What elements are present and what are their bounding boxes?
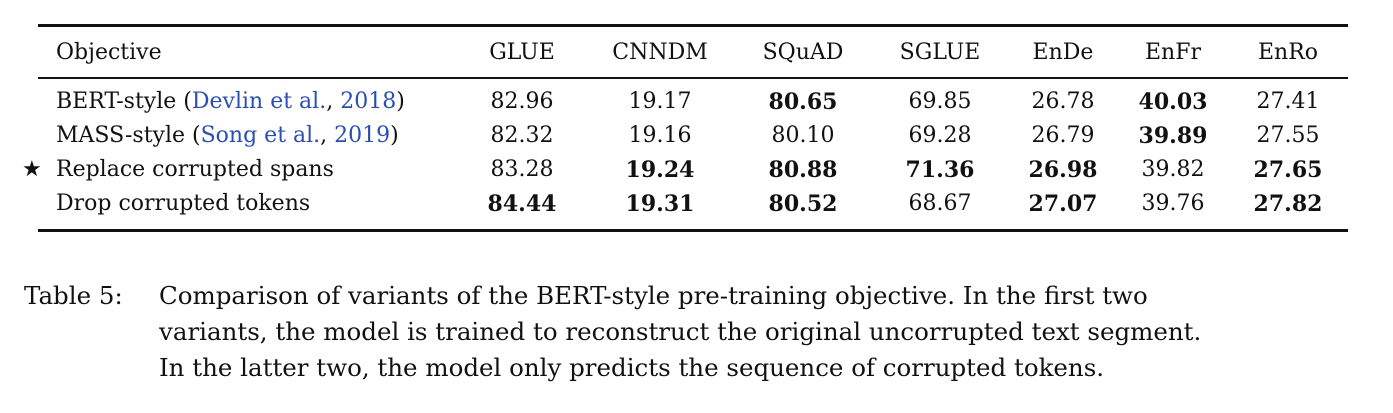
caption-line: Comparison of variants of the BERT-style… <box>159 281 1148 310</box>
cell-ende: 26.79 <box>1031 123 1095 148</box>
cell-enro: 27.41 <box>1256 89 1320 114</box>
citation-author-link[interactable]: Song et al. <box>200 123 321 148</box>
citation-year-link[interactable]: 2018 <box>340 89 397 114</box>
caption-text: Comparison of variants of the BERT-style… <box>159 278 1369 386</box>
row-objective-cell: Drop corrupted tokens <box>38 187 458 221</box>
cell-enro: 27.55 <box>1256 123 1320 148</box>
cell-squad: 80.65 <box>768 88 838 115</box>
column-header-enro: EnRo <box>1257 39 1319 65</box>
cell-glue: 83.28 <box>490 157 554 182</box>
citation-author-link[interactable]: Devlin et al. <box>191 89 327 114</box>
cell-glue: 82.96 <box>490 89 554 114</box>
caption-label: Table 5: <box>24 281 123 310</box>
row-objective-label: BERT-style ( <box>56 89 192 114</box>
column-header-ende: EnDe <box>1032 39 1094 65</box>
cell-cnndm: 19.17 <box>628 89 692 114</box>
table-bottom-rule <box>38 228 1348 232</box>
table-header-rule <box>38 77 1348 79</box>
table-top-rule <box>38 24 1348 27</box>
citation-separator: , <box>326 89 341 114</box>
cell-enro: 27.82 <box>1253 190 1323 217</box>
cell-enro: 27.65 <box>1253 156 1323 183</box>
table-row: Drop corrupted tokens 84.44 19.31 80.52 68.6… <box>38 187 1348 221</box>
results-table-grid: Objective GLUE CNNDM SQuAD SGLUE EnDe En… <box>38 27 1348 77</box>
cell-sglue: 68.67 <box>908 191 972 216</box>
cell-glue: 84.44 <box>487 190 557 217</box>
cell-squad: 80.88 <box>768 156 838 183</box>
cell-squad: 80.10 <box>771 123 835 148</box>
cell-cnndm: 19.31 <box>625 190 695 217</box>
citation-separator: , <box>320 123 335 148</box>
cell-sglue: 71.36 <box>905 156 975 183</box>
column-header-glue: GLUE <box>489 39 555 65</box>
row-objective-cell: MASS-style (Song et al., 2019) <box>38 119 458 153</box>
cell-cnndm: 19.16 <box>628 123 692 148</box>
row-objective-label: Replace corrupted spans <box>56 157 334 182</box>
row-objective-suffix: ) <box>390 123 399 148</box>
results-table: Objective GLUE CNNDM SQuAD SGLUE EnDe En… <box>22 24 1348 232</box>
cell-glue: 82.32 <box>490 123 554 148</box>
column-header-sglue: SGLUE <box>899 39 981 65</box>
cell-squad: 80.52 <box>768 190 838 217</box>
cell-enfr: 39.89 <box>1138 122 1208 149</box>
cell-sglue: 69.85 <box>908 89 972 114</box>
cell-enfr: 39.82 <box>1141 157 1205 182</box>
row-objective-cell: BERT-style (Devlin et al., 2018) <box>38 85 458 119</box>
citation-year-link[interactable]: 2019 <box>334 123 391 148</box>
caption-line: variants, the model is trained to recons… <box>159 317 1202 346</box>
column-header-enfr: EnFr <box>1144 39 1201 65</box>
cell-cnndm: 19.24 <box>625 156 695 183</box>
cell-ende: 26.78 <box>1031 89 1095 114</box>
cell-ende: 27.07 <box>1028 190 1098 217</box>
row-objective-label: MASS-style ( <box>56 123 201 148</box>
cell-enfr: 40.03 <box>1138 88 1208 115</box>
row-objective-suffix: ) <box>396 89 405 114</box>
cell-ende: 26.98 <box>1028 156 1098 183</box>
cell-enfr: 39.76 <box>1141 191 1205 216</box>
column-header-squad: SQuAD <box>762 39 844 65</box>
table-caption: Table 5: Comparison of variants of the B… <box>24 278 1369 386</box>
row-objective-label: Drop corrupted tokens <box>56 191 311 216</box>
column-header-objective: Objective <box>56 39 162 65</box>
star-icon: ★ <box>22 156 42 182</box>
column-header-cnndm: CNNDM <box>612 39 708 65</box>
caption-line: In the latter two, the model only predic… <box>159 353 1105 382</box>
table-row: MASS-style (Song et al., 2019) 82.32 19.16… <box>38 119 1348 153</box>
table-row: ★ Replace corrupted spans 83.28 19.24 80.88 7… <box>22 153 1348 187</box>
table-row: BERT-style (Devlin et al., 2018) 82.96 19.… <box>38 85 1348 119</box>
cell-sglue: 69.28 <box>908 123 972 148</box>
table-header-row: Objective GLUE CNNDM SQuAD SGLUE EnDe En… <box>38 27 1348 77</box>
results-table-body: BERT-style (Devlin et al., 2018) 82.96 19.… <box>22 79 1348 229</box>
row-objective-cell: ★ Replace corrupted spans <box>22 153 458 187</box>
